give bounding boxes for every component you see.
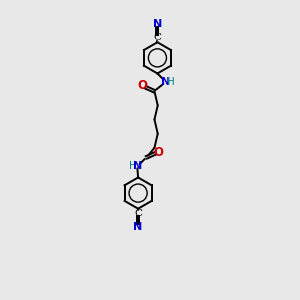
Text: N: N <box>134 222 143 232</box>
Text: O: O <box>154 146 164 159</box>
Text: H: H <box>129 160 137 171</box>
Text: N: N <box>153 19 162 29</box>
Text: C: C <box>153 33 161 42</box>
Text: H: H <box>167 76 175 87</box>
Text: N: N <box>134 160 143 171</box>
Text: N: N <box>161 76 170 87</box>
Text: O: O <box>138 80 148 92</box>
Text: C: C <box>134 209 142 218</box>
